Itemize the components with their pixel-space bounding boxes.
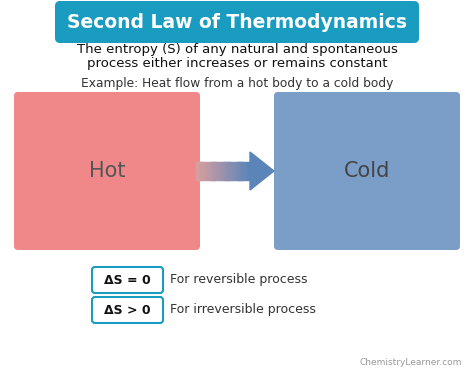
Bar: [220, 162, 221, 180]
Bar: [224, 162, 226, 180]
FancyBboxPatch shape: [55, 1, 419, 43]
Bar: [232, 162, 233, 180]
Text: Second Law of Thermodynamics: Second Law of Thermodynamics: [67, 13, 407, 32]
Bar: [198, 162, 200, 180]
Bar: [212, 162, 214, 180]
Bar: [239, 162, 241, 180]
Bar: [199, 162, 201, 180]
Bar: [217, 162, 218, 180]
FancyBboxPatch shape: [14, 92, 200, 250]
Bar: [248, 162, 249, 180]
Text: The entropy (S) of any natural and spontaneous: The entropy (S) of any natural and spont…: [77, 44, 397, 56]
Bar: [245, 162, 246, 180]
Bar: [214, 162, 216, 180]
Bar: [233, 162, 234, 180]
Bar: [201, 162, 202, 180]
Bar: [213, 162, 215, 180]
Bar: [197, 162, 199, 180]
Text: ΔS = 0: ΔS = 0: [104, 273, 151, 286]
Bar: [228, 162, 230, 180]
Text: Cold: Cold: [344, 161, 390, 181]
Bar: [208, 162, 210, 180]
Bar: [205, 162, 206, 180]
Bar: [221, 162, 222, 180]
Bar: [236, 162, 237, 180]
Text: ΔS > 0: ΔS > 0: [104, 304, 151, 317]
Bar: [203, 162, 205, 180]
Bar: [218, 162, 219, 180]
Bar: [249, 162, 250, 180]
Bar: [247, 162, 248, 180]
Text: Hot: Hot: [89, 161, 125, 181]
Bar: [223, 162, 225, 180]
Bar: [238, 162, 240, 180]
FancyBboxPatch shape: [274, 92, 460, 250]
Bar: [196, 162, 198, 180]
Text: process either increases or remains constant: process either increases or remains cons…: [87, 57, 387, 70]
Bar: [202, 162, 204, 180]
Bar: [226, 162, 228, 180]
Bar: [230, 162, 232, 180]
Bar: [209, 162, 210, 180]
Bar: [216, 162, 217, 180]
Polygon shape: [250, 152, 274, 190]
Bar: [228, 162, 229, 180]
Bar: [240, 162, 242, 180]
FancyBboxPatch shape: [92, 267, 163, 293]
Bar: [234, 162, 236, 180]
Bar: [237, 162, 238, 180]
Bar: [229, 162, 231, 180]
Bar: [242, 162, 244, 180]
Bar: [201, 162, 203, 180]
Bar: [235, 162, 237, 180]
Bar: [206, 162, 207, 180]
Bar: [225, 162, 227, 180]
Bar: [210, 162, 211, 180]
Text: ChemistryLearner.com: ChemistryLearner.com: [360, 358, 462, 367]
Text: Example: Heat flow from a hot body to a cold body: Example: Heat flow from a hot body to a …: [81, 76, 393, 90]
Text: For reversible process: For reversible process: [170, 273, 308, 286]
Bar: [222, 162, 224, 180]
Bar: [244, 162, 245, 180]
Bar: [207, 162, 209, 180]
Bar: [241, 162, 243, 180]
Bar: [211, 162, 213, 180]
Bar: [219, 162, 220, 180]
FancyBboxPatch shape: [92, 297, 163, 323]
Bar: [246, 162, 247, 180]
Text: For irreversible process: For irreversible process: [170, 304, 316, 317]
